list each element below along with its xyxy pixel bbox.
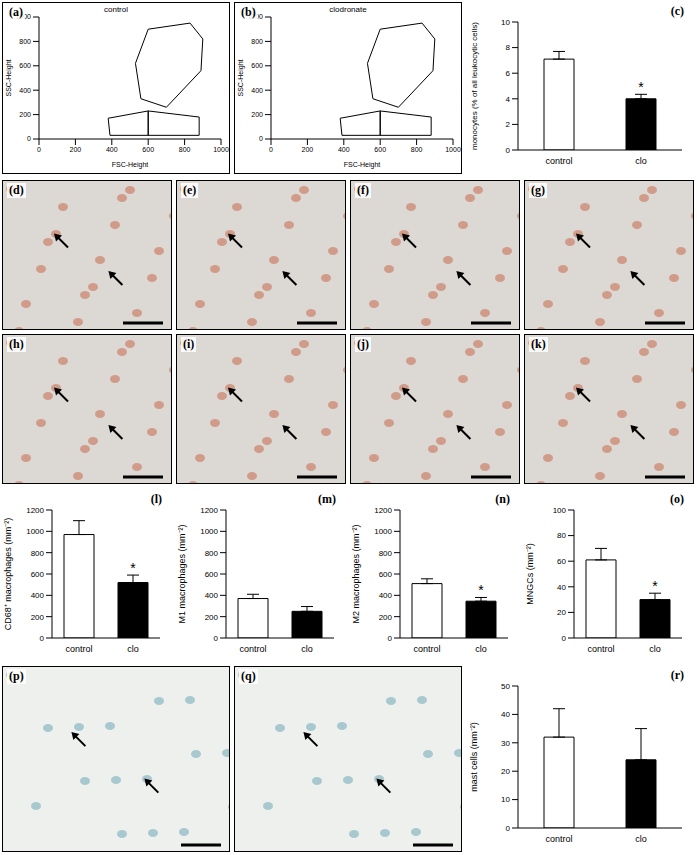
- svg-text:MNGCs (mm⁻²): MNGCs (mm⁻²): [525, 543, 535, 604]
- svg-text:0: 0: [388, 634, 393, 643]
- svg-text:0: 0: [37, 146, 41, 153]
- svg-text:1200: 1200: [26, 506, 44, 515]
- svg-text:clo: clo: [475, 644, 487, 654]
- svg-text:clo: clo: [635, 834, 647, 844]
- svg-text:0: 0: [214, 634, 219, 643]
- svg-text:40: 40: [557, 583, 566, 592]
- svg-text:clo: clo: [127, 644, 139, 654]
- svg-text:*: *: [638, 79, 644, 95]
- svg-text:clo: clo: [301, 644, 313, 654]
- svg-text:800: 800: [31, 549, 45, 558]
- svg-text:0: 0: [27, 135, 31, 142]
- svg-text:1000: 1000: [26, 527, 44, 536]
- svg-text:80: 80: [557, 531, 566, 540]
- svg-text:40: 40: [501, 710, 510, 719]
- svg-text:20: 20: [501, 767, 510, 776]
- svg-text:0: 0: [269, 146, 273, 153]
- svg-text:0: 0: [259, 135, 263, 142]
- svg-text:control: control: [239, 644, 266, 654]
- svg-text:clo: clo: [649, 644, 661, 654]
- svg-text:60: 60: [557, 557, 566, 566]
- svg-text:200: 200: [70, 146, 82, 153]
- svg-text:0: 0: [40, 634, 45, 643]
- svg-text:400: 400: [19, 87, 31, 94]
- svg-text:600: 600: [31, 570, 45, 579]
- svg-text:6: 6: [506, 69, 511, 78]
- svg-text:800: 800: [251, 38, 263, 45]
- svg-text:monocytes (% of all leukocytic: monocytes (% of all leukocytic cells): [470, 22, 479, 150]
- svg-text:50: 50: [501, 682, 510, 691]
- svg-text:400: 400: [251, 87, 263, 94]
- svg-text:100: 100: [553, 506, 567, 515]
- svg-text:200: 200: [31, 613, 45, 622]
- svg-text:30: 30: [501, 739, 510, 748]
- svg-text:1200: 1200: [374, 506, 392, 515]
- svg-text:600: 600: [379, 570, 393, 579]
- svg-text:2: 2: [506, 120, 511, 129]
- svg-text:20: 20: [557, 608, 566, 617]
- svg-text:0: 0: [506, 824, 511, 833]
- svg-text:1000: 1000: [445, 146, 461, 153]
- svg-text:800: 800: [179, 146, 191, 153]
- svg-text:1200: 1200: [200, 506, 218, 515]
- svg-text:M1 macrophages (mm⁻²): M1 macrophages (mm⁻²): [177, 524, 187, 623]
- svg-text:200: 200: [19, 111, 31, 118]
- svg-text:200: 200: [379, 613, 393, 622]
- svg-text:800: 800: [205, 549, 219, 558]
- svg-text:CD68⁺ macrophages (mm⁻²): CD68⁺ macrophages (mm⁻²): [3, 518, 13, 631]
- svg-text:200: 200: [205, 613, 219, 622]
- svg-text:600: 600: [19, 62, 31, 69]
- svg-text:FSC-Height: FSC-Height: [344, 161, 381, 169]
- svg-text:FSC-Height: FSC-Height: [112, 161, 149, 169]
- svg-text:1000: 1000: [15, 13, 31, 20]
- svg-text:8: 8: [506, 43, 511, 52]
- svg-text:400: 400: [338, 146, 350, 153]
- svg-text:600: 600: [142, 146, 154, 153]
- svg-text:control: control: [545, 156, 572, 166]
- svg-text:*: *: [478, 582, 484, 598]
- svg-text:0: 0: [562, 634, 567, 643]
- svg-text:400: 400: [31, 591, 45, 600]
- svg-text:600: 600: [205, 570, 219, 579]
- svg-text:SSC-Height: SSC-Height: [5, 59, 13, 96]
- svg-text:control: control: [545, 834, 572, 844]
- svg-text:400: 400: [379, 591, 393, 600]
- svg-text:1000: 1000: [200, 527, 218, 536]
- svg-text:0: 0: [506, 146, 511, 155]
- svg-text:200: 200: [251, 111, 263, 118]
- svg-text:600: 600: [251, 62, 263, 69]
- svg-text:800: 800: [19, 38, 31, 45]
- svg-text:200: 200: [302, 146, 314, 153]
- svg-text:*: *: [652, 578, 658, 594]
- svg-text:600: 600: [374, 146, 386, 153]
- svg-text:10: 10: [501, 18, 510, 27]
- svg-text:mast cells (mm⁻²): mast cells (mm⁻²): [469, 722, 479, 792]
- svg-text:400: 400: [205, 591, 219, 600]
- svg-text:1000: 1000: [213, 146, 229, 153]
- svg-text:*: *: [130, 560, 136, 576]
- svg-text:400: 400: [106, 146, 118, 153]
- svg-text:1000: 1000: [247, 13, 263, 20]
- svg-text:control: control: [65, 644, 92, 654]
- svg-text:10: 10: [501, 795, 510, 804]
- svg-text:control: control: [413, 644, 440, 654]
- svg-text:SSC-Height: SSC-Height: [237, 59, 245, 96]
- svg-text:control: control: [587, 644, 614, 654]
- svg-text:4: 4: [506, 95, 511, 104]
- svg-text:800: 800: [411, 146, 423, 153]
- svg-text:1000: 1000: [374, 527, 392, 536]
- svg-text:M2 macrophages (mm⁻²): M2 macrophages (mm⁻²): [351, 524, 361, 623]
- svg-text:clo: clo: [635, 156, 647, 166]
- svg-text:800: 800: [379, 549, 393, 558]
